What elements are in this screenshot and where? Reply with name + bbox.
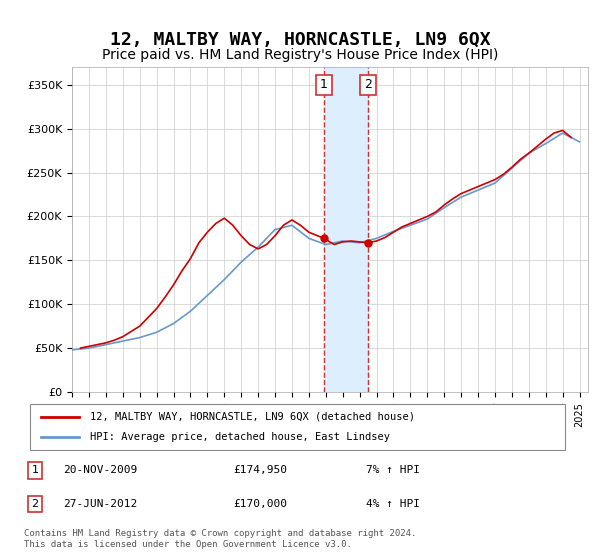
- Text: 4% ↑ HPI: 4% ↑ HPI: [366, 499, 420, 509]
- Text: 1: 1: [320, 78, 328, 91]
- Text: 12, MALTBY WAY, HORNCASTLE, LN9 6QX (detached house): 12, MALTBY WAY, HORNCASTLE, LN9 6QX (det…: [90, 412, 415, 422]
- Text: £170,000: £170,000: [234, 499, 288, 509]
- Text: 27-JUN-2012: 27-JUN-2012: [62, 499, 137, 509]
- Text: HPI: Average price, detached house, East Lindsey: HPI: Average price, detached house, East…: [90, 432, 390, 442]
- Text: 1: 1: [32, 465, 38, 475]
- Text: 12, MALTBY WAY, HORNCASTLE, LN9 6QX: 12, MALTBY WAY, HORNCASTLE, LN9 6QX: [110, 31, 490, 49]
- Text: 2: 2: [31, 499, 38, 509]
- Bar: [324, 67, 368, 392]
- Text: 7% ↑ HPI: 7% ↑ HPI: [366, 465, 420, 475]
- Text: 20-NOV-2009: 20-NOV-2009: [62, 465, 137, 475]
- Text: Price paid vs. HM Land Registry's House Price Index (HPI): Price paid vs. HM Land Registry's House …: [102, 48, 498, 62]
- Text: 2: 2: [364, 78, 372, 91]
- Text: £174,950: £174,950: [234, 465, 288, 475]
- Text: Contains HM Land Registry data © Crown copyright and database right 2024.
This d: Contains HM Land Registry data © Crown c…: [24, 529, 416, 549]
- Bar: [571, 67, 588, 392]
- FancyBboxPatch shape: [29, 404, 565, 450]
